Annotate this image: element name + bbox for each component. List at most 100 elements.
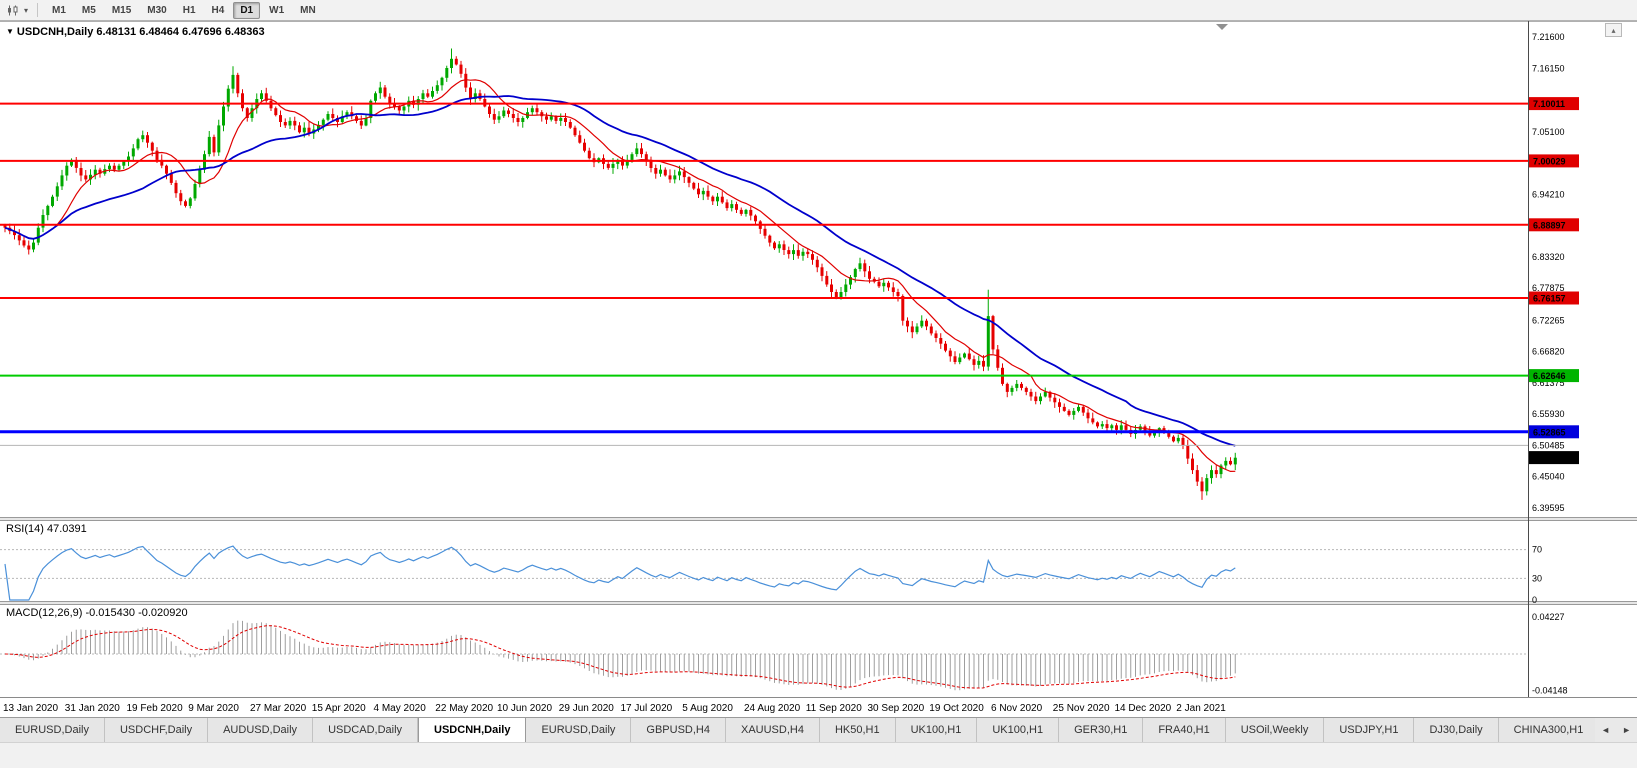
tab-scroll-left-button[interactable]: ◄	[1601, 725, 1611, 735]
candlesticks	[3, 48, 1237, 500]
price-tick-label: 6.55930	[1532, 409, 1565, 419]
macd-axis-label-top: 0.04227	[1532, 612, 1565, 622]
date-label: 2 Jan 2021	[1176, 703, 1226, 714]
macd-histogram	[9, 620, 1236, 691]
rsi-panel: 70 30 0	[0, 545, 1542, 605]
moving-averages	[4, 79, 1236, 473]
rsi-indicator-label: RSI(14) 47.0391	[6, 523, 87, 535]
chart-type-icon[interactable]	[4, 4, 21, 17]
price-axis[interactable]: 7.21600 7.16150 7.05100 6.94210 6.83320 6.778…	[1529, 32, 1579, 513]
timeframe-m30-button[interactable]: M30	[147, 4, 167, 16]
chart-tab-usoil-weekly[interactable]: USOil,Weekly	[1225, 718, 1325, 742]
chart-shift-marker[interactable]	[1216, 24, 1228, 30]
price-tick-label: 7.16150	[1532, 63, 1565, 73]
chart-tab-usdjpy-h1[interactable]: USDJPY,H1	[1324, 718, 1415, 742]
rsi-axis-label: 70	[1532, 545, 1542, 555]
svg-text:7.00029: 7.00029	[1533, 156, 1566, 166]
price-tick-label: 7.05100	[1532, 127, 1565, 137]
chart-tab-eurusd-daily[interactable]: EURUSD,Daily	[0, 718, 105, 742]
tab-scroll-right-button[interactable]: ►	[1622, 725, 1631, 735]
timeframe-h4-button[interactable]: H4	[211, 4, 225, 16]
price-tick-label: 6.77875	[1532, 283, 1565, 293]
date-label: 5 Aug 2020	[682, 703, 733, 714]
svg-text:6.76157: 6.76157	[1533, 294, 1566, 304]
date-label: 25 Nov 2020	[1053, 703, 1110, 714]
ma-10-line	[4, 79, 1236, 473]
date-label: 29 Jun 2020	[559, 703, 614, 714]
price-tick-label: 6.39595	[1532, 503, 1565, 513]
date-label: 15 Apr 2020	[312, 703, 366, 714]
price-tick-label: 6.83320	[1532, 252, 1565, 262]
current-price-badge: 6.48363	[1529, 451, 1579, 465]
timeframe-w1-button[interactable]: W1	[269, 4, 285, 16]
chart-tab-xauusd-h4[interactable]: XAUUSD,H4	[725, 718, 820, 742]
chart-tab-bar: EURUSD,Daily USDCHF,Daily AUDUSD,Daily USDC…	[0, 717, 1637, 742]
timeframe-m15-button[interactable]: M15	[111, 4, 132, 16]
chart-tab-usdchf-daily[interactable]: USDCHF,Daily	[104, 718, 209, 742]
date-label: 6 Nov 2020	[991, 703, 1043, 714]
date-label: 31 Jan 2020	[65, 703, 120, 714]
chart-symbol-dropdown-icon[interactable]: ▼	[6, 27, 14, 36]
date-label: 10 Jun 2020	[497, 703, 552, 714]
date-label: 17 Jul 2020	[621, 703, 673, 714]
rsi-axis-label: 30	[1532, 573, 1542, 583]
svg-text:6.48363: 6.48363	[1533, 453, 1566, 463]
timeframe-m1-button[interactable]: M1	[52, 4, 66, 16]
price-level-badge: 7.00029	[1529, 154, 1579, 168]
chart-tab-dj30-daily[interactable]: DJ30,Daily	[1414, 718, 1499, 742]
date-label: 27 Mar 2020	[250, 703, 307, 714]
date-label: 24 Aug 2020	[744, 703, 801, 714]
horizontal-line-objects[interactable]	[0, 102, 1528, 446]
price-tick-label: 6.66820	[1532, 347, 1565, 357]
macd-panel: 0.04227 -0.04148	[0, 612, 1568, 695]
chart-tab-usdcnh-daily[interactable]: USDCNH,Daily	[418, 718, 527, 742]
timeframe-mn-button[interactable]: MN	[300, 4, 316, 16]
chart-title-text: USDCNH,Daily 6.48131 6.48464 6.47696 6.4…	[16, 26, 265, 38]
status-strip	[0, 742, 1637, 768]
date-label: 13 Jan 2020	[3, 703, 58, 714]
date-label: 4 May 2020	[374, 703, 427, 714]
price-level-badge: 6.62646	[1529, 369, 1579, 383]
chart-tab-china300-h1[interactable]: CHINA300,H1	[1498, 718, 1596, 742]
chart-tabs: EURUSD,Daily USDCHF,Daily AUDUSD,Daily USDC…	[0, 718, 1596, 742]
timeframe-h1-button[interactable]: H1	[182, 4, 196, 16]
chart-tab-uk100-h1[interactable]: UK100,H1	[977, 718, 1060, 742]
date-label: 19 Feb 2020	[127, 703, 184, 714]
price-tick-label: 6.50485	[1532, 440, 1565, 450]
panel-separators	[0, 21, 1637, 698]
scroll-up-button[interactable]: ▴	[1605, 23, 1622, 37]
timeframe-m5-button[interactable]: M5	[81, 4, 96, 16]
chart-tab-audusd-daily[interactable]: AUDUSD,Daily	[208, 718, 314, 742]
price-level-badge: 6.88897	[1529, 218, 1579, 232]
timeframe-button-group: M1 M5 M15 M30 H1 H4 D1 W1 MN	[44, 1, 324, 19]
date-axis[interactable]: 13 Jan 2020 31 Jan 2020 19 Feb 2020 9 Mar 2…	[3, 703, 1226, 714]
chart-tab-ger30-h1[interactable]: GER30,H1	[1059, 718, 1144, 742]
date-label: 11 Sep 2020	[806, 703, 862, 714]
price-tick-label: 6.94210	[1532, 189, 1565, 199]
date-label: 14 Dec 2020	[1115, 703, 1172, 714]
price-tick-label: 6.72265	[1532, 315, 1565, 325]
svg-text:7.10011: 7.10011	[1533, 99, 1565, 109]
svg-text:6.62646: 6.62646	[1533, 371, 1566, 381]
chart-type-dropdown-icon[interactable]: ▾	[24, 5, 29, 15]
toolbar-separator	[37, 3, 39, 17]
chart-tab-hk50-h1[interactable]: HK50,H1	[819, 718, 896, 742]
chart-tab-uk100-h1[interactable]: UK100,H1	[895, 718, 978, 742]
price-level-badge: 6.52865	[1529, 425, 1579, 439]
macd-signal-line	[4, 625, 1236, 689]
chart-tab-eurusd-daily[interactable]: EURUSD,Daily	[526, 718, 632, 742]
chart-tab-fra40-h1[interactable]: FRA40,H1	[1143, 718, 1226, 742]
chart-tab-usdcad-daily[interactable]: USDCAD,Daily	[313, 718, 419, 742]
chart-tab-gbpusd-h4[interactable]: GBPUSD,H4	[631, 718, 726, 742]
price-tick-label: 6.45040	[1532, 472, 1565, 482]
price-level-badge: 6.76157	[1529, 291, 1579, 305]
timeframe-d1-button[interactable]: D1	[233, 1, 261, 19]
price-tick-label: 6.61375	[1532, 378, 1565, 388]
date-label: 30 Sep 2020	[868, 703, 925, 714]
date-label: 9 Mar 2020	[188, 703, 239, 714]
chart-title: ▼ USDCNH,Daily 6.48131 6.48464 6.47696 6.…	[6, 26, 265, 38]
price-level-badge: 7.10011	[1529, 97, 1579, 111]
rsi-line	[4, 545, 1236, 601]
